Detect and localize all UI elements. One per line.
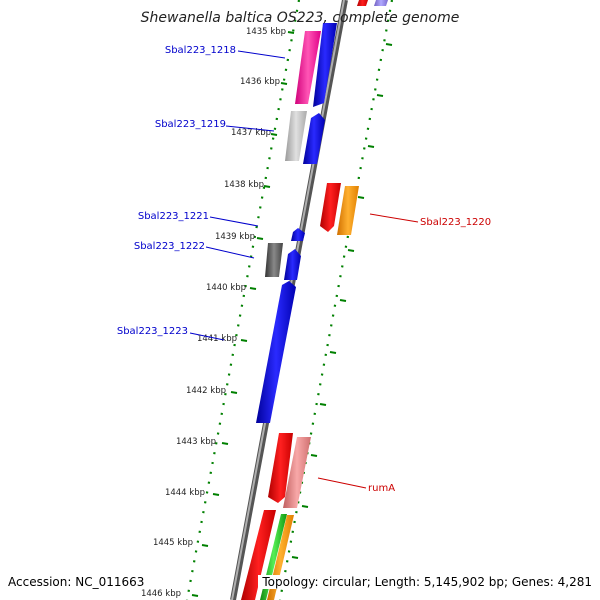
tick-1436 [280,82,288,85]
gene-feature-top-purple [374,0,388,6]
tick-1444 [212,493,220,496]
ruler-label-1435: 1435 kbp [246,27,286,37]
ruler-label-1438: 1438 kbp [224,180,264,190]
tick-1441 [240,339,248,342]
gene-label-sbal223-1220[interactable]: Sbal223_1220 [420,217,491,228]
genome-summary-text: Topology: circular; Length: 5,145,902 bp… [258,575,592,589]
tick-1439 [256,237,264,240]
gene-feature-bottom-red [241,510,276,600]
gene-feature-1219-blue [303,113,325,164]
ruler-label-1442: 1442 kbp [186,386,226,396]
outer-ring-left [185,0,301,600]
ruler-label-1444: 1444 kbp [165,488,205,498]
ruler-ticks-left [191,31,295,597]
tick-1440 [249,287,257,290]
gene-feature-1218-magenta [295,31,321,104]
ruler-label-1445: 1445 kbp [153,538,193,548]
gene-feature-top-red [357,0,368,6]
tick-1435 [287,31,295,34]
outer-ring-right [278,0,394,600]
tick-1446 [191,594,199,597]
ruler-label-1443: 1443 kbp [176,437,216,447]
tick-1442 [230,391,238,394]
ruler-ticks-right [291,43,393,559]
ruler-label-1439: 1439 kbp [215,232,255,242]
gene-features [241,0,388,600]
gene-label-sbal223-1223[interactable]: Sbal223_1223 [117,326,188,337]
gene-label-sbal223-1222[interactable]: Sbal223_1222 [134,241,205,252]
gene-feature-1219-gray [285,111,307,161]
tick-1443 [221,442,229,445]
gene-feature-1222-darkgray [265,243,283,277]
ruler-label-1437: 1437 kbp [231,128,271,138]
gene-feature-1218-blue [313,23,337,107]
tick-1438 [263,185,271,188]
genome-title: Shewanella baltica OS223, complete genom… [140,10,460,26]
gene-label-ruma[interactable]: rumA [368,483,395,494]
gene-feature-rumA-pink [283,437,311,508]
accession-text: Accession: NC_011663 [8,575,145,589]
gene-feature-1221-blue [291,228,305,241]
gene-feature-1220-orange [337,186,359,235]
gene-label-sbal223-1218[interactable]: Sbal223_1218 [165,45,236,56]
tick-1445 [201,544,209,547]
gene-label-sbal223-1221[interactable]: Sbal223_1221 [138,211,209,222]
ruler-label-1436: 1436 kbp [240,77,280,87]
gene-label-sbal223-1219[interactable]: Sbal223_1219 [155,119,226,130]
gene-feature-1220-red [320,183,341,232]
gene-feature-1222-blue [284,249,301,280]
gene-feature-rumA-red [268,433,293,503]
tick-1437 [270,133,278,136]
ruler-label-1440: 1440 kbp [206,283,246,293]
ruler-label-1446: 1446 kbp [141,589,181,599]
gene-feature-1223-blue [256,281,296,423]
label-connectors [189,50,419,489]
